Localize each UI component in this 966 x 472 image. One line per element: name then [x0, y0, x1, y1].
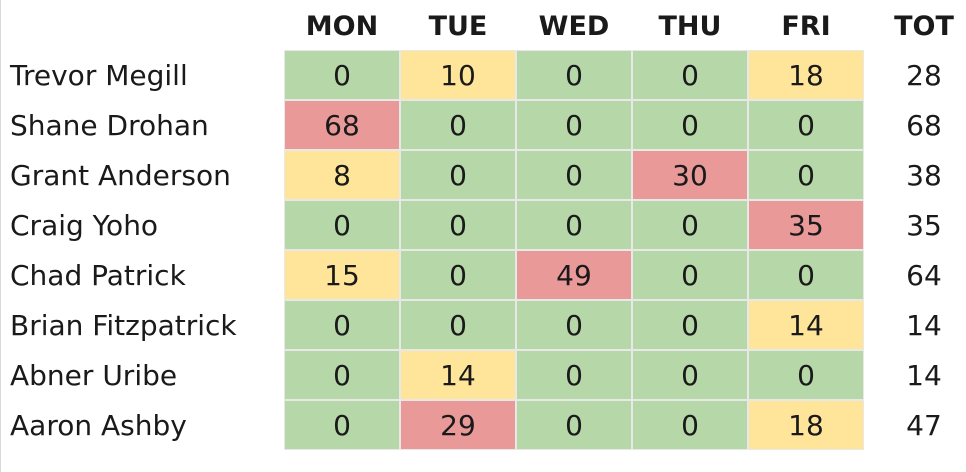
value-cell: 0 — [284, 300, 400, 350]
value-cell: 0 — [516, 300, 632, 350]
value-cell: 10 — [400, 50, 516, 100]
value-cell: 0 — [516, 50, 632, 100]
value-cell: 0 — [400, 150, 516, 200]
value-cell: 0 — [632, 300, 748, 350]
value-cell: 0 — [284, 350, 400, 400]
value-cell: 0 — [516, 100, 632, 150]
value-cell: 14 — [400, 350, 516, 400]
row-name: Grant Anderson — [10, 158, 231, 192]
value-cell: 0 — [632, 250, 748, 300]
total-cell: 47 — [906, 408, 942, 442]
row-name: Aaron Ashby — [10, 408, 187, 442]
value-cell: 29 — [400, 400, 516, 450]
total-cell: 14 — [906, 308, 942, 342]
value-cell: 0 — [748, 150, 864, 200]
value-cell: 0 — [632, 200, 748, 250]
value-cell: 0 — [748, 250, 864, 300]
total-cell: 28 — [906, 58, 942, 92]
column-header: TUE — [428, 10, 488, 42]
value-cell: 49 — [516, 250, 632, 300]
row-name: Trevor Megill — [10, 58, 188, 92]
value-cell: 14 — [748, 300, 864, 350]
value-cell: 0 — [400, 200, 516, 250]
value-cell: 0 — [516, 350, 632, 400]
total-cell: 68 — [906, 108, 942, 142]
value-cell: 35 — [748, 200, 864, 250]
value-cell: 0 — [632, 100, 748, 150]
value-cell: 30 — [632, 150, 748, 200]
row-name: Shane Drohan — [10, 108, 209, 142]
value-cell: 0 — [400, 300, 516, 350]
value-cell: 18 — [748, 50, 864, 100]
total-cell: 14 — [906, 358, 942, 392]
row-name: Chad Patrick — [10, 258, 186, 292]
value-cell: 0 — [748, 100, 864, 150]
value-cell: 0 — [632, 50, 748, 100]
value-cell: 0 — [400, 250, 516, 300]
column-header: THU — [658, 10, 722, 42]
value-cell: 0 — [516, 200, 632, 250]
total-cell: 35 — [906, 208, 942, 242]
value-cell: 0 — [632, 350, 748, 400]
total-cell: 64 — [906, 258, 942, 292]
total-cell: 38 — [906, 158, 942, 192]
row-name: Brian Fitzpatrick — [10, 308, 237, 342]
value-cell: 0 — [748, 350, 864, 400]
value-cell: 0 — [284, 200, 400, 250]
column-header: TOT — [894, 10, 954, 42]
value-cell: 0 — [284, 50, 400, 100]
value-cell: 8 — [284, 150, 400, 200]
value-cell: 68 — [284, 100, 400, 150]
value-cell: 0 — [516, 150, 632, 200]
column-header: WED — [538, 10, 610, 42]
value-cell: 15 — [284, 250, 400, 300]
value-cell: 0 — [516, 400, 632, 450]
row-name: Abner Uribe — [10, 358, 178, 392]
value-cell: 0 — [284, 400, 400, 450]
column-header: MON — [305, 10, 379, 42]
value-cell: 0 — [400, 100, 516, 150]
sheet-edge — [0, 0, 1, 472]
row-name: Craig Yoho — [10, 208, 159, 242]
value-cell: 18 — [748, 400, 864, 450]
value-cell: 0 — [632, 400, 748, 450]
column-header: FRI — [781, 10, 831, 42]
